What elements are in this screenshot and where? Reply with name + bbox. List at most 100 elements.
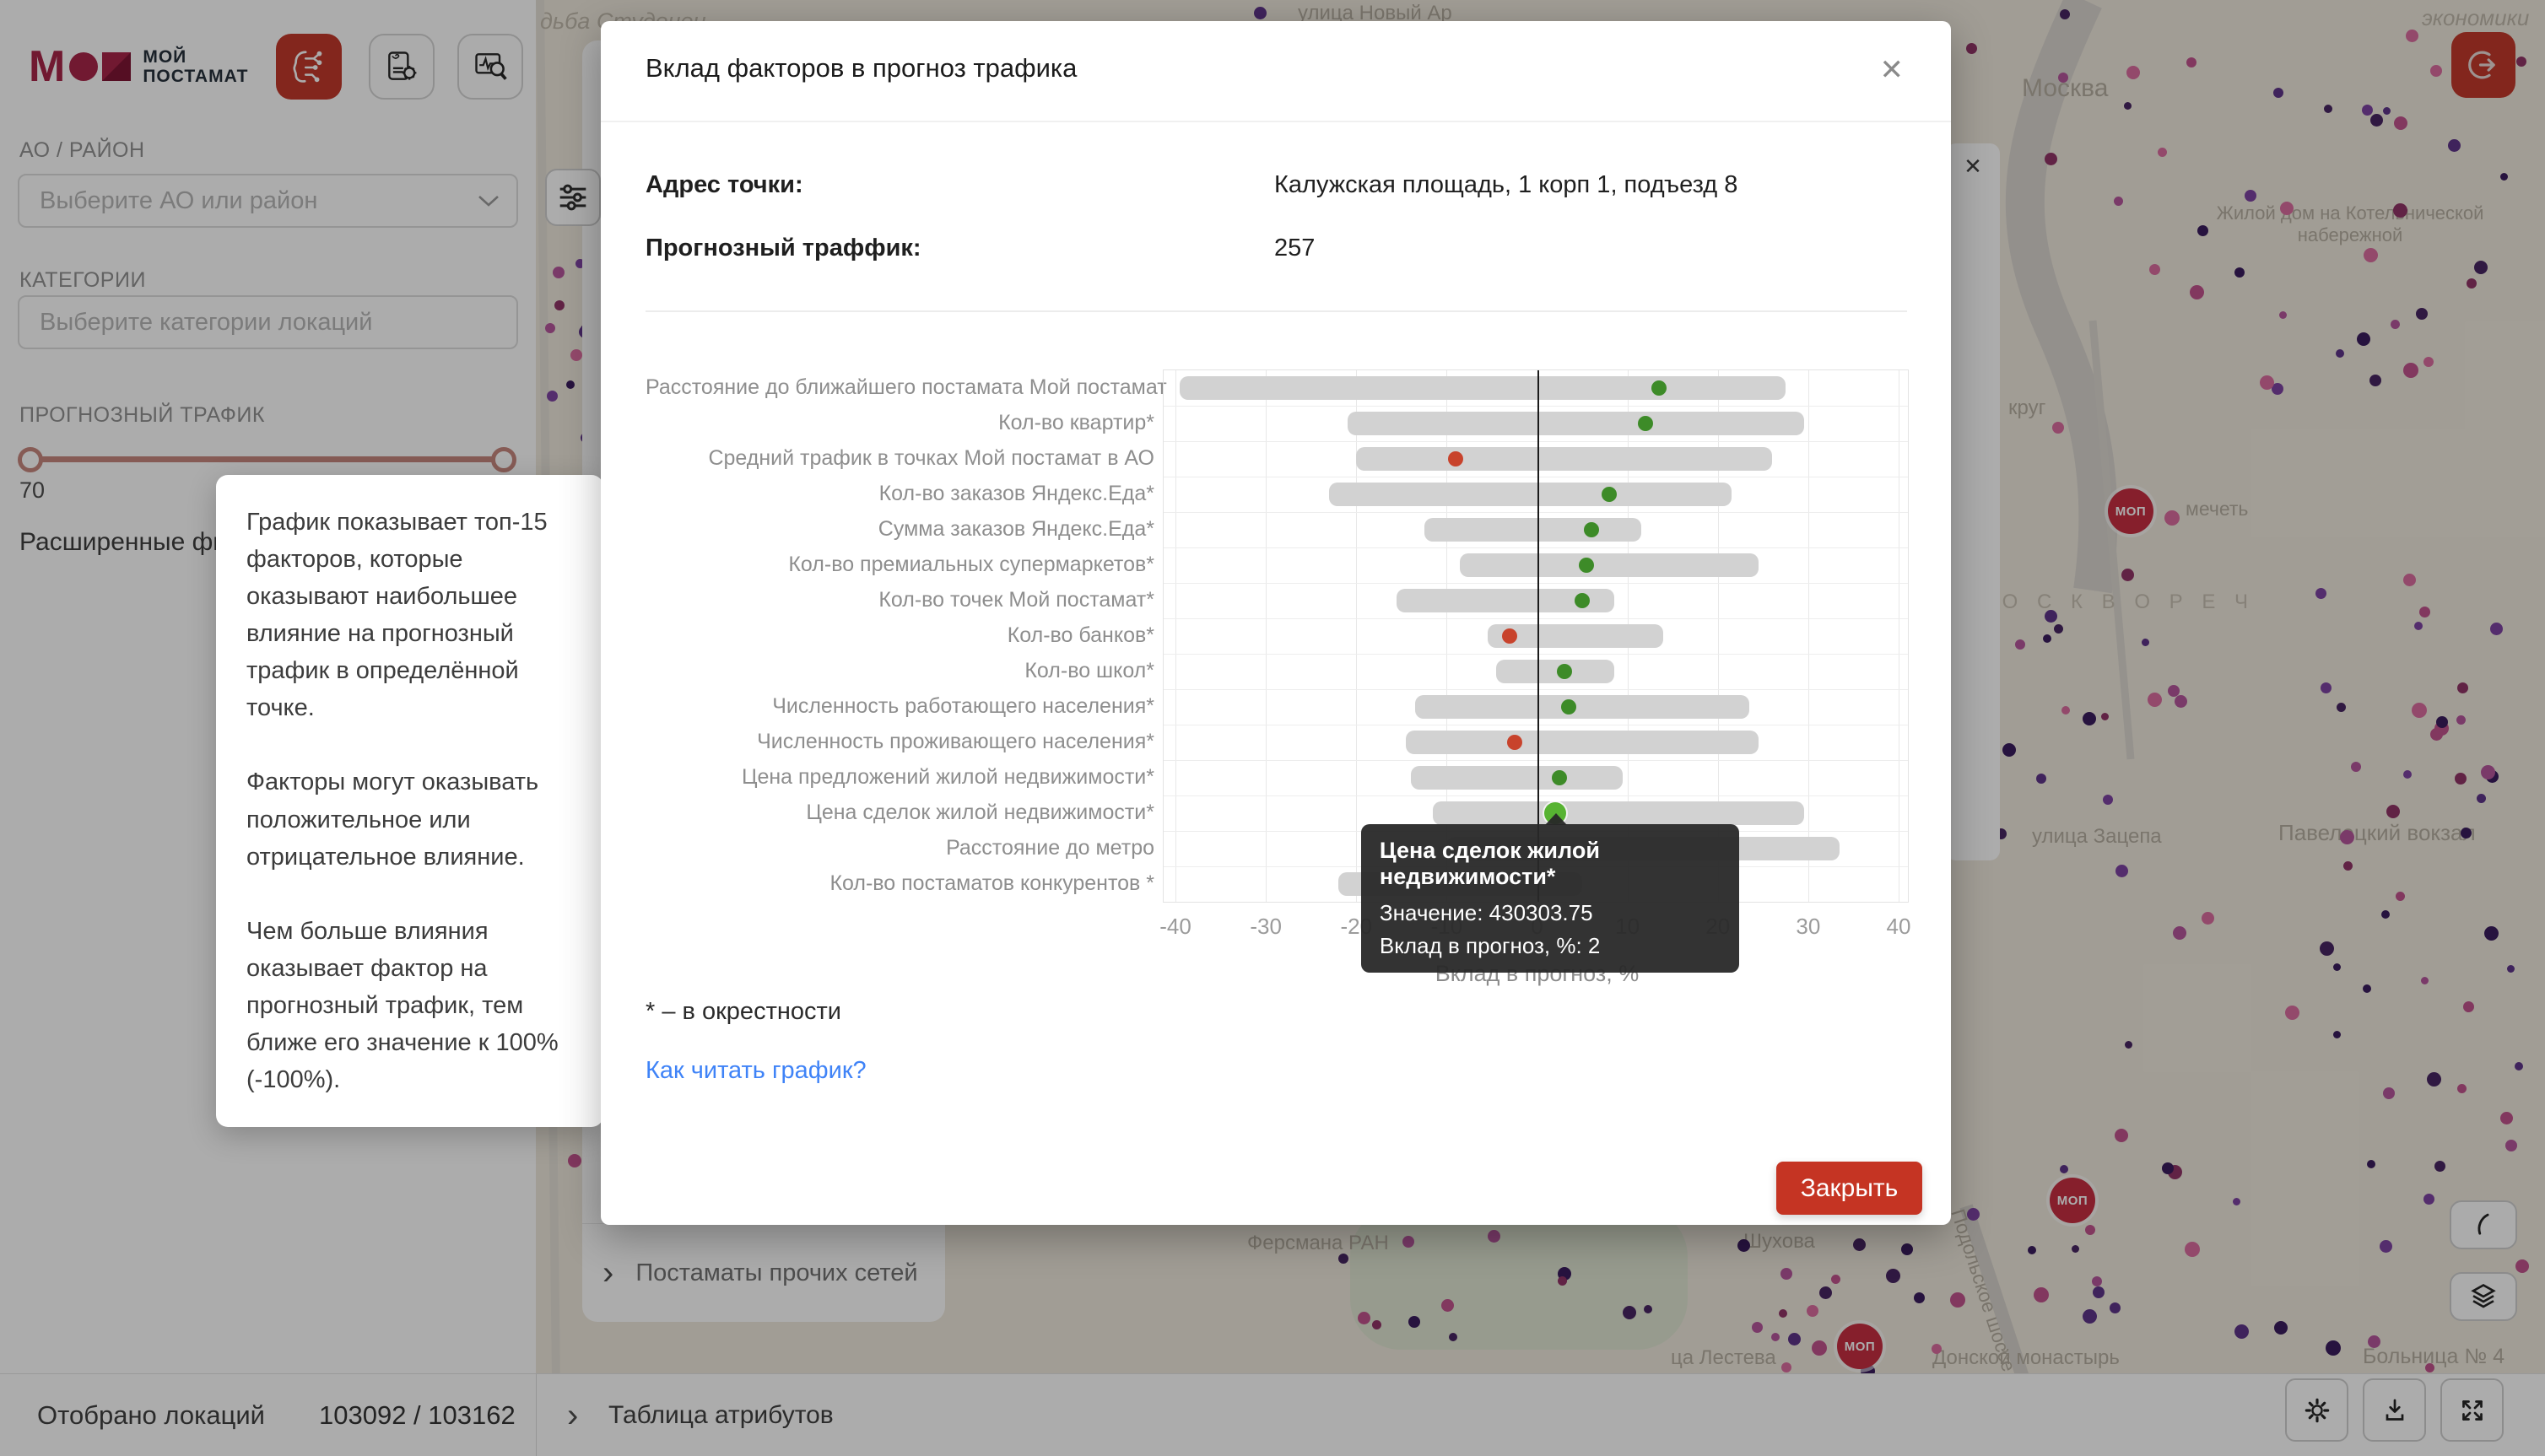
map-location-dot (1623, 1306, 1636, 1319)
axis-tick: -30 (1250, 914, 1282, 939)
download-button[interactable] (2363, 1378, 2426, 1442)
factor-range-bar (1410, 766, 1624, 790)
map-location-dot (554, 300, 565, 310)
categories-input[interactable] (19, 297, 499, 348)
map-location-dot (2457, 1084, 2467, 1093)
tooltip-contribution: Вклад в прогноз, %: 2 (1379, 933, 1601, 958)
map-location-dot (1752, 1322, 1763, 1333)
contribution-dot[interactable] (1602, 487, 1618, 502)
close-icon[interactable]: ✕ (1879, 54, 1905, 86)
chevron-right-icon[interactable]: › (567, 1396, 579, 1434)
ao-district-select[interactable] (18, 174, 518, 228)
map-location-dot (1402, 1236, 1414, 1248)
chart-tooltip: Цена сделок жилой недвижимости* Значение… (1360, 813, 1739, 973)
map-location-dot (2126, 66, 2140, 79)
map-location-dot (2061, 706, 2070, 715)
tooltip-title: Цена сделок жилой недвижимости* (1379, 838, 1600, 889)
traffic-range-slider[interactable] (18, 447, 516, 472)
map-location-dot (2414, 622, 2423, 630)
expand-icon (2461, 1399, 2483, 1421)
contribution-dot[interactable] (1560, 699, 1576, 715)
postamat-pin: МОП (1837, 1324, 1883, 1369)
map-location-dot (2403, 770, 2412, 779)
contribution-dot[interactable] (1583, 522, 1599, 537)
map-location-dot (2142, 639, 2149, 646)
analytics-search-button[interactable] (457, 34, 523, 100)
map-location-dot (2015, 639, 2025, 650)
map-location-dot (2274, 1321, 2288, 1335)
map-location-dot (1932, 1344, 1942, 1354)
footnote: * – в окрестности (646, 998, 841, 1025)
map-location-dot (1914, 1292, 1925, 1303)
address-label: Адрес точки: (646, 171, 803, 198)
logo-text: МОЙ ПОСТАМАТ (143, 47, 249, 86)
contribution-dot[interactable] (1506, 735, 1522, 750)
map-location-dot (1558, 1276, 1567, 1286)
map-location-dot (2484, 926, 2499, 941)
map-location-dot (2058, 73, 2068, 83)
map-street-label: улица Зацепа (2032, 825, 2162, 848)
report-settings-button[interactable] (369, 34, 435, 100)
map-location-dot (2324, 105, 2332, 113)
map-location-dot (545, 323, 555, 333)
map-location-dot (2370, 114, 2383, 127)
map-location-dot (2368, 1335, 2380, 1348)
ao-district-label: АО / РАЙОН (19, 138, 145, 162)
slider-handle-max[interactable] (491, 447, 516, 472)
contribution-dot[interactable] (1552, 770, 1568, 785)
contribution-dot[interactable] (1575, 593, 1591, 608)
measure-button[interactable] (2450, 1200, 2517, 1249)
map-location-dot (2434, 1161, 2445, 1172)
fullscreen-button[interactable] (2440, 1378, 2504, 1442)
map-location-dot (2430, 728, 2443, 741)
close-modal-button[interactable]: Закрыть (1776, 1162, 1922, 1215)
contribution-dot[interactable] (1556, 664, 1572, 679)
map-location-dot (2186, 57, 2196, 67)
bottom-bar: Отобрано локаций 103092 / 103162 › Табли… (0, 1373, 2545, 1456)
contribution-dot[interactable] (1579, 558, 1595, 573)
slider-handle-min[interactable] (18, 447, 43, 472)
map-location-dot (1408, 1316, 1420, 1328)
map-location-dot (2072, 1245, 2079, 1253)
attributes-table-toggle[interactable]: Таблица атрибутов (608, 1400, 834, 1429)
forecast-traffic-label: ПРОГНОЗНЫЙ ТРАФИК (19, 403, 265, 427)
map-location-dot (2101, 713, 2109, 720)
contribution-dot[interactable] (1448, 451, 1464, 466)
map-location-dot (2234, 1324, 2249, 1339)
map-location-dot (2477, 794, 2486, 803)
contribution-dot[interactable] (1638, 416, 1654, 431)
contribution-dot[interactable] (1502, 628, 1518, 644)
row-separator (1164, 689, 1908, 690)
map-location-dot (2419, 607, 2430, 617)
map-location-dot (2272, 383, 2283, 395)
factor-label: Средний трафик в точках Мой постамат в А… (708, 446, 1154, 470)
row-separator (1164, 512, 1908, 513)
map-location-dot (2500, 173, 2508, 181)
map-location-dot (2364, 248, 2378, 262)
map-location-dot (2045, 610, 2057, 623)
map-location-dot (2467, 278, 2477, 289)
gridline (1717, 370, 1719, 902)
filters-tab-button[interactable] (545, 169, 601, 226)
map-location-dot (2315, 588, 2326, 599)
modal-title: Вклад факторов в прогноз трафика (646, 53, 1078, 83)
ao-district-input[interactable] (19, 175, 499, 226)
logout-button[interactable] (2451, 32, 2515, 98)
ai-forecast-button[interactable] (276, 34, 342, 100)
contribution-dot[interactable] (1651, 380, 1667, 396)
categories-select[interactable] (18, 295, 518, 349)
panel-close-icon[interactable]: ✕ (1964, 154, 1982, 179)
map-location-dot (2260, 375, 2274, 390)
map-location-dot (575, 259, 585, 268)
map-location-dot (1488, 1230, 1500, 1243)
layers-button[interactable] (2450, 1272, 2517, 1321)
settings-button[interactable] (2285, 1378, 2348, 1442)
other-networks-row[interactable]: › Постаматы прочих сетей (582, 1223, 945, 1322)
map-location-dot (2060, 9, 2070, 19)
map-location-dot (2054, 624, 2063, 634)
map-location-dot (2121, 569, 2134, 581)
map-location-dot (547, 391, 558, 402)
divider (601, 121, 1951, 122)
how-to-read-link[interactable]: Как читать график? (646, 1057, 867, 1084)
selected-locations-count: 103092 / 103162 (319, 1399, 516, 1430)
